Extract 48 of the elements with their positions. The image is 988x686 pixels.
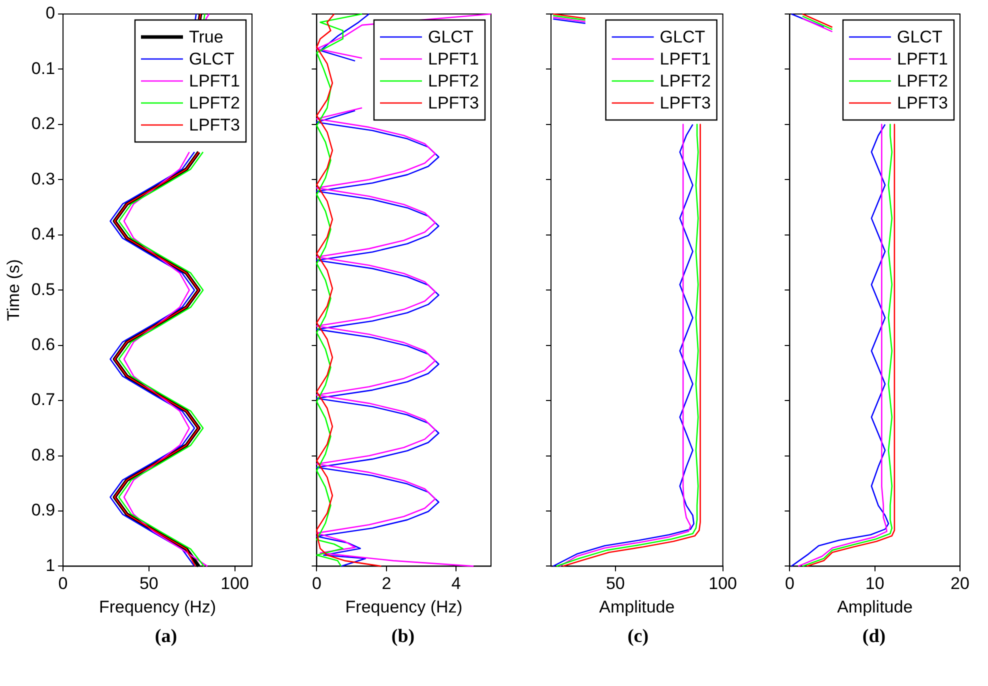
y-tick-label: 0.8 <box>31 445 56 464</box>
x-tick-label: 100 <box>708 574 738 594</box>
y-tick-label: 0.9 <box>31 500 56 520</box>
text: (d) <box>861 626 887 648</box>
x-tick-label: 0 <box>312 574 322 594</box>
legend-label: LPFT3 <box>188 116 240 135</box>
legend-label: LPFT3 <box>428 94 480 113</box>
legend-label: LPFT1 <box>188 72 240 91</box>
x-axis-title: Amplitude <box>599 597 675 616</box>
y-tick-label: 1 <box>46 556 56 575</box>
x-tick-label: 10 <box>865 574 884 594</box>
x-tick-label: 50 <box>139 574 158 594</box>
text: (c) <box>626 626 650 648</box>
y-tick-label: 0.3 <box>31 169 56 188</box>
x-axis-title: Amplitude <box>837 597 913 616</box>
text: (a) <box>154 626 178 648</box>
y-tick-label: 0 <box>46 4 56 23</box>
x-tick-label: 4 <box>451 574 461 594</box>
y-axis-title: Time (s) <box>4 259 23 321</box>
x-tick-label: 100 <box>220 574 250 594</box>
legend-label: GLCT <box>428 28 474 47</box>
legend-label: LPFT3 <box>660 94 711 113</box>
x-tick-label: 0 <box>58 574 68 594</box>
x-tick-label: 20 <box>950 574 970 594</box>
x-tick-label: 0 <box>784 574 794 594</box>
legend-label: LPFT1 <box>428 50 480 69</box>
legend-label: GLCT <box>896 28 942 47</box>
y-tick-label: 0.6 <box>31 335 56 354</box>
y-tick-label: 0.4 <box>31 224 56 244</box>
legend-label: LPFT2 <box>896 72 948 91</box>
text: (b) <box>390 626 416 648</box>
legend-label: LPFT2 <box>188 94 240 113</box>
y-tick-label: 0.1 <box>31 58 56 78</box>
legend-label: LPFT1 <box>896 50 948 69</box>
y-tick-label: 0.5 <box>31 280 56 299</box>
legend-label: GLCT <box>660 28 706 47</box>
x-axis-title: Frequency (Hz) <box>98 597 216 616</box>
y-tick-label: 0.7 <box>31 390 56 410</box>
legend-label: LPFT2 <box>428 72 480 91</box>
x-axis-title: Frequency (Hz) <box>345 597 462 616</box>
y-tick-label: 0.2 <box>31 114 56 134</box>
x-tick-label: 50 <box>606 574 625 594</box>
x-tick-label: 2 <box>382 574 392 594</box>
legend-label: LPFT3 <box>896 94 948 113</box>
legend-label: True <box>188 28 224 47</box>
legend-label: LPFT2 <box>660 72 711 91</box>
legend-label: LPFT1 <box>660 50 711 69</box>
legend-label: GLCT <box>188 50 234 69</box>
